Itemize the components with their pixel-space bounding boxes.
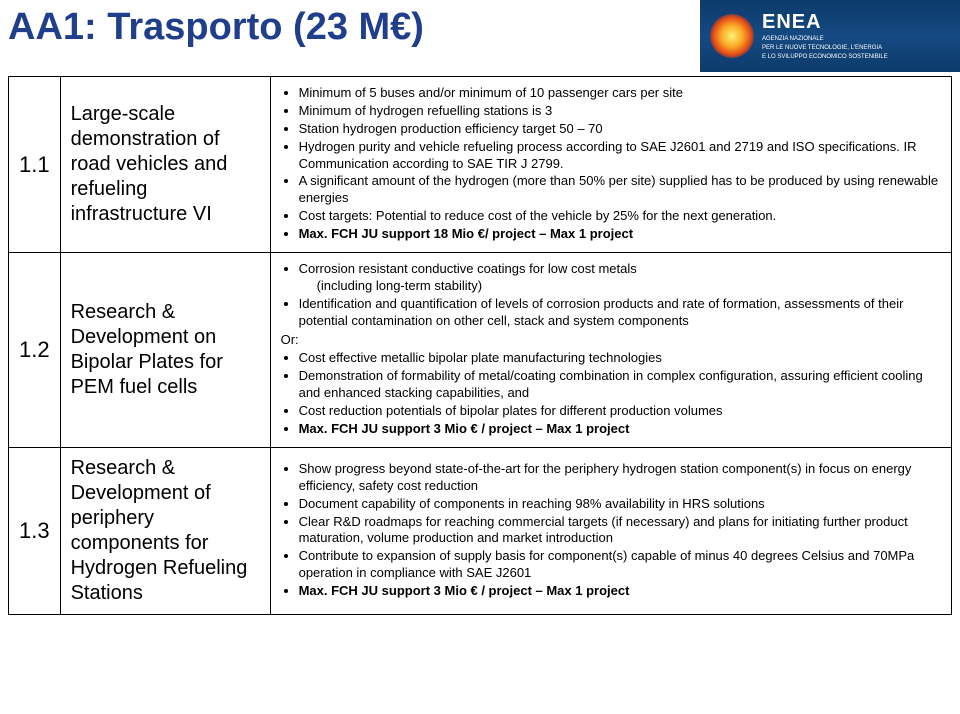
row-description: Corrosion resistant conductive coatings … <box>270 253 951 448</box>
bullet: Station hydrogen production efficiency t… <box>299 121 941 138</box>
bullet: Cost reduction potentials of bipolar pla… <box>299 403 941 420</box>
enea-sun-icon <box>710 14 754 58</box>
bullet-list: Cost effective metallic bipolar plate ma… <box>281 350 941 437</box>
bullet: Identification and quantification of lev… <box>299 296 941 330</box>
bullet-bold: Max. FCH JU support 3 Mio € / project – … <box>299 421 941 438</box>
enea-acronym: ENEA <box>762 11 888 34</box>
row-description: Minimum of 5 buses and/or minimum of 10 … <box>270 77 951 253</box>
slide-title: AA1: Trasporto (23 M€) <box>8 6 424 49</box>
bullet-bold: Max. FCH JU support 18 Mio €/ project – … <box>299 226 941 243</box>
brand-band: ENEA AGENZIA NAZIONALE PER LE NUOVE TECN… <box>700 0 960 72</box>
bullet: Contribute to expansion of supply basis … <box>299 548 941 582</box>
table-row: 1.1 Large-scale demonstration of road ve… <box>9 77 952 253</box>
bullet: Document capability of components in rea… <box>299 496 941 513</box>
bullet: Show progress beyond state-of-the-art fo… <box>299 461 941 495</box>
enea-tagline-1: AGENZIA NAZIONALE <box>762 36 888 43</box>
row-topic: Large-scale demonstration of road vehicl… <box>60 77 270 253</box>
bullet: Cost targets: Potential to reduce cost o… <box>299 208 941 225</box>
row-number: 1.3 <box>9 447 61 614</box>
table-row: 1.3 Research & Development of periphery … <box>9 447 952 614</box>
row-number: 1.1 <box>9 77 61 253</box>
bullet: Demonstration of formability of metal/co… <box>299 368 941 402</box>
bullet: Cost effective metallic bipolar plate ma… <box>299 350 941 367</box>
enea-tagline-3: E LO SVILUPPO ECONOMICO SOSTENIBILE <box>762 54 888 61</box>
bullet: Hydrogen purity and vehicle refueling pr… <box>299 139 941 173</box>
bullet-bold: Max. FCH JU support 3 Mio € / project – … <box>299 583 941 600</box>
bullet-list: Corrosion resistant conductive coatings … <box>281 261 941 330</box>
bullet: Corrosion resistant conductive coatings … <box>299 261 941 295</box>
bullet: Clear R&D roadmaps for reaching commerci… <box>299 514 941 548</box>
table-row: 1.2 Research & Development on Bipolar Pl… <box>9 253 952 448</box>
bullet: A significant amount of the hydrogen (mo… <box>299 173 941 207</box>
or-label: Or: <box>281 332 941 349</box>
enea-logo-text: ENEA AGENZIA NAZIONALE PER LE NUOVE TECN… <box>762 11 888 62</box>
row-topic: Research & Development on Bipolar Plates… <box>60 253 270 448</box>
enea-tagline-2: PER LE NUOVE TECNOLOGIE, L'ENERGIA <box>762 45 888 52</box>
topics-table: 1.1 Large-scale demonstration of road ve… <box>8 76 952 615</box>
row-number: 1.2 <box>9 253 61 448</box>
bullet: Minimum of hydrogen refuelling stations … <box>299 103 941 120</box>
bullet-indent: (including long-term stability) <box>299 278 941 295</box>
bullet-list: Minimum of 5 buses and/or minimum of 10 … <box>281 85 941 243</box>
bullet-list: Show progress beyond state-of-the-art fo… <box>281 461 941 600</box>
row-topic: Research & Development of periphery comp… <box>60 447 270 614</box>
bullet: Minimum of 5 buses and/or minimum of 10 … <box>299 85 941 102</box>
row-description: Show progress beyond state-of-the-art fo… <box>270 447 951 614</box>
